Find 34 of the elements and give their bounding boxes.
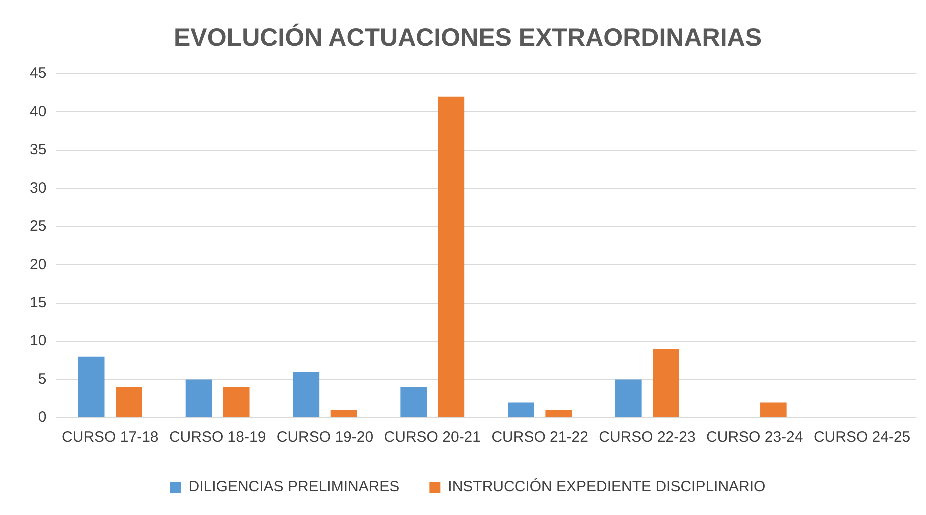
chart-title: EVOLUCIÓN ACTUACIONES EXTRAORDINARIAS — [174, 22, 762, 52]
bar — [223, 387, 250, 418]
bar — [438, 96, 465, 418]
x-tick-label: CURSO 23-24 — [706, 429, 804, 446]
x-tick-label: CURSO 21-22 — [492, 429, 588, 446]
y-tick-label: 20 — [30, 256, 47, 274]
y-tick-label: 25 — [30, 218, 47, 236]
x-tick-label: CURSO 18-19 — [169, 429, 266, 446]
bar — [508, 402, 534, 418]
x-tick-label: CURSO 20-21 — [384, 429, 481, 446]
y-tick-label: 0 — [38, 409, 47, 426]
x-tick-label: CURSO 17-18 — [62, 429, 159, 446]
x-tick-label: CURSO 22-23 — [599, 429, 696, 446]
y-tick-label: 15 — [30, 294, 47, 312]
legend-label: DILIGENCIAS PRELIMINARES — [188, 478, 400, 496]
bar — [116, 387, 142, 418]
bar — [760, 402, 787, 418]
bar — [616, 380, 642, 418]
y-tick-label: 45 — [30, 65, 47, 82]
y-tick-label: 35 — [30, 142, 47, 159]
bar — [186, 380, 212, 418]
bar — [293, 372, 320, 418]
bar — [330, 410, 358, 418]
legend-label: INSTRUCCIÓN EXPEDIENTE DISCIPLINARIO — [448, 478, 766, 496]
y-tick-label: 30 — [30, 180, 47, 197]
y-tick-label: 5 — [38, 370, 47, 388]
bar — [400, 387, 427, 418]
y-tick-label: 10 — [30, 332, 47, 350]
bar — [78, 356, 105, 418]
x-tick-label: CURSO 24-25 — [814, 429, 911, 446]
bar — [653, 349, 680, 418]
x-tick-label: CURSO 19-20 — [276, 429, 374, 446]
bar — [546, 410, 572, 418]
y-tick-label: 40 — [30, 103, 47, 120]
